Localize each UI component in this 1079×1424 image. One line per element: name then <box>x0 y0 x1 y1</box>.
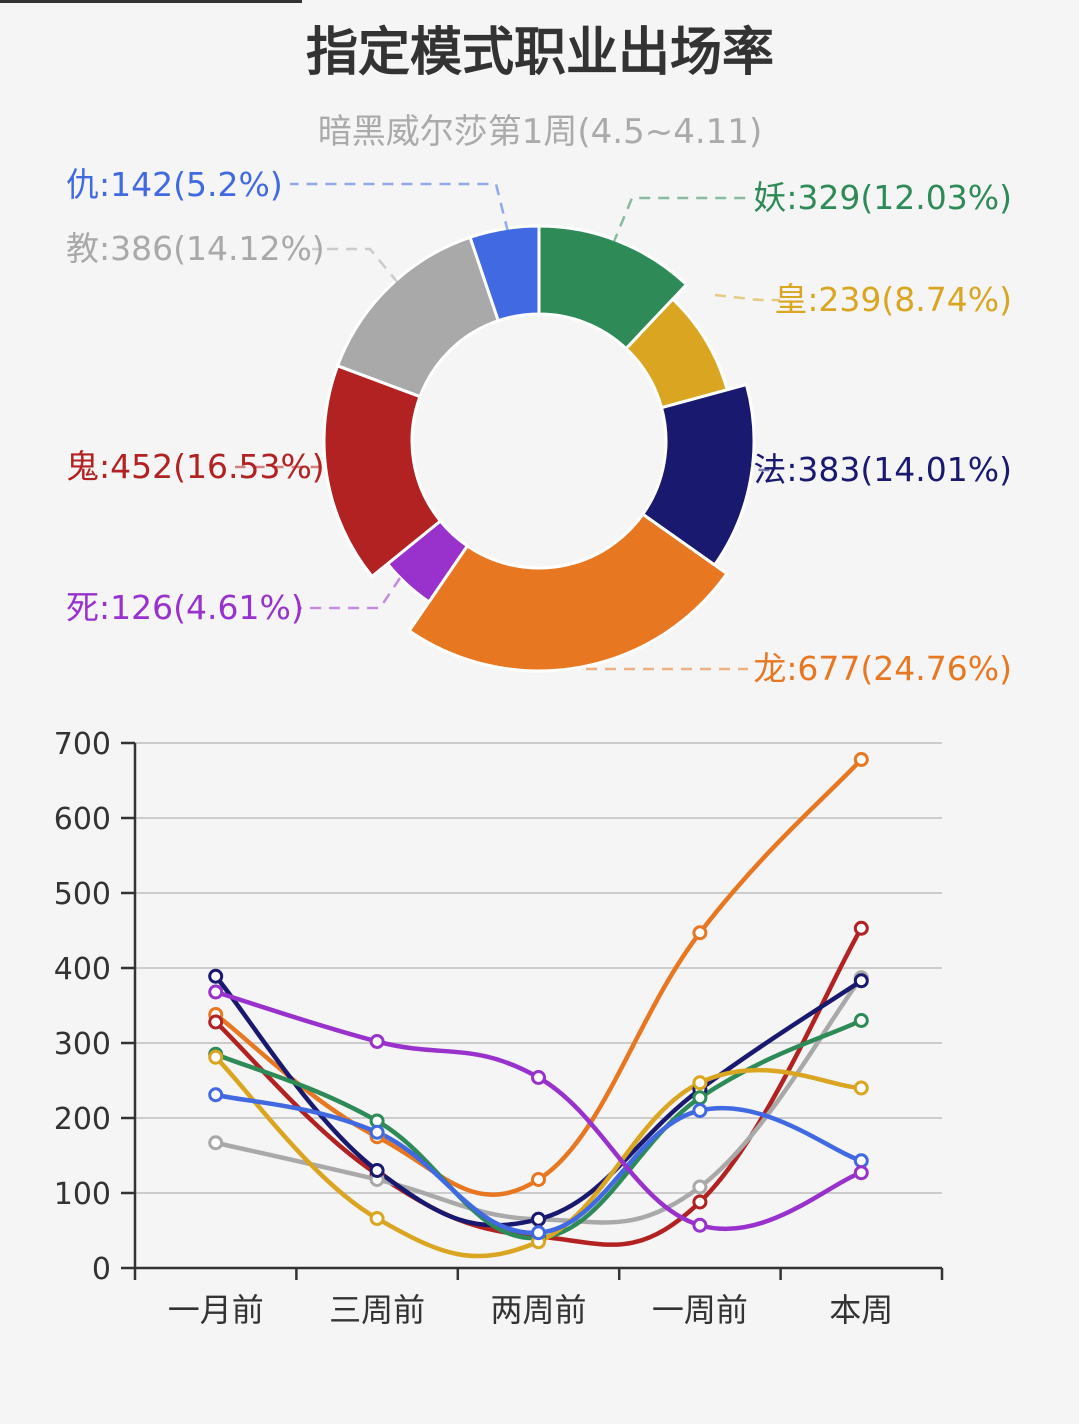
series-6-point-0 <box>208 1087 224 1103</box>
pie-leader-line-6 <box>312 247 399 284</box>
pie-label-5: 鬼:452(16.53%) <box>66 447 325 486</box>
series-1-point-0 <box>208 1014 224 1030</box>
series-0-point-3 <box>692 925 708 941</box>
y-tick-label-0: 0 <box>92 1252 111 1287</box>
y-tick-label-2: 200 <box>54 1102 111 1137</box>
y-tick-label-5: 500 <box>54 877 111 912</box>
y-tick-label-6: 600 <box>54 802 111 837</box>
pie-leader-line-5 <box>235 455 339 469</box>
chart-subtitle: 暗黑威尔莎第1周(4.5~4.11) <box>318 112 762 152</box>
series-4-point-3 <box>692 1090 708 1106</box>
y-tick-label-1: 100 <box>54 1177 111 1212</box>
pie-slice-7 <box>468 224 541 323</box>
pie-label-4: 死:126(4.61%) <box>66 588 304 627</box>
series-6-point-4 <box>853 1153 869 1169</box>
series-7-point-4 <box>853 1165 869 1181</box>
y-tick-label-3: 300 <box>54 1027 111 1062</box>
series-7-point-1 <box>369 1034 385 1049</box>
donut-chart: 妖:329(12.03%) 皇:239(8.74%) 法:383(14.01%) 龙:… <box>66 165 1012 688</box>
series-3-point-1 <box>369 1163 385 1178</box>
pie-label-2: 法:383(14.01%) <box>753 450 1012 489</box>
pie-slice-6 <box>335 235 501 399</box>
series-5-point-0 <box>208 1049 224 1065</box>
pie-label-7: 仇:142(5.2%) <box>66 165 283 204</box>
pie-leader-line-0 <box>611 196 752 245</box>
series-3-point-4 <box>853 973 869 989</box>
top-divider <box>0 0 302 3</box>
pie-leader-line-3 <box>580 654 748 671</box>
series-5-point-4 <box>853 1080 869 1096</box>
series-line-1 <box>213 926 864 1247</box>
series-5-point-3 <box>692 1075 708 1091</box>
line-chart: 0 100 200 300 400 500 600 700 一月前 三周前 两周前 一周前 本周 <box>54 727 944 1329</box>
series-3-point-0 <box>208 968 224 984</box>
series-5-point-1 <box>369 1211 385 1226</box>
pie-label-6: 教:386(14.12%) <box>66 229 325 268</box>
x-tick-label-2: 两周前 <box>490 1291 586 1329</box>
x-tick-label-0: 一月前 <box>168 1291 264 1329</box>
series-6-point-2 <box>531 1225 546 1241</box>
series-line-3 <box>213 974 864 1228</box>
series-line-2 <box>213 975 864 1225</box>
series-6-point-1 <box>369 1124 385 1140</box>
x-tick-label-1: 三周前 <box>329 1291 425 1329</box>
pie-leader-line-7 <box>290 182 510 233</box>
series-2-point-0 <box>208 1135 224 1151</box>
pie-label-1: 皇:239(8.74%) <box>774 280 1012 319</box>
series-0-point-4 <box>853 752 869 767</box>
y-tick-label-4: 400 <box>54 952 111 987</box>
series-line-0 <box>213 757 864 1197</box>
pie-label-3: 龙:677(24.76%) <box>753 649 1012 688</box>
x-tick-label-3: 一周前 <box>652 1291 748 1329</box>
series-6-point-3 <box>692 1103 708 1118</box>
y-tick-label-7: 700 <box>54 727 111 762</box>
series-7-point-3 <box>692 1217 708 1233</box>
series-1-point-4 <box>853 920 869 936</box>
pie-leader-line-4 <box>300 577 402 610</box>
series-4-point-4 <box>853 1013 869 1028</box>
pie-slice-3 <box>407 512 729 673</box>
pie-leader-line-2 <box>740 460 770 472</box>
series-line-4 <box>213 1018 864 1241</box>
pie-slice-0 <box>537 224 689 351</box>
series-7-point-2 <box>531 1070 546 1085</box>
series-0-point-2 <box>531 1172 546 1187</box>
series-2-point-3 <box>692 1179 708 1195</box>
series-1-point-3 <box>692 1194 708 1210</box>
series-3-point-2 <box>531 1211 546 1227</box>
chart-title: 指定模式职业出场率 <box>306 23 774 83</box>
series-7-point-0 <box>208 984 224 1000</box>
x-tick-label-4: 本周 <box>829 1291 893 1329</box>
pie-leader-line-1 <box>714 293 780 302</box>
pie-label-0: 妖:329(12.03%) <box>753 178 1012 217</box>
